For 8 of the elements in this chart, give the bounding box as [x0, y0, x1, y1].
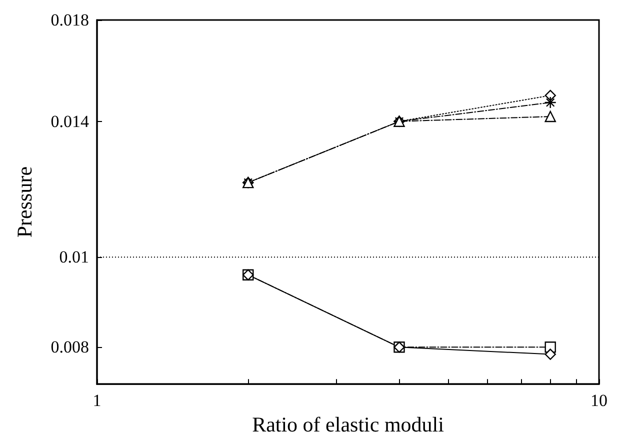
y-tick-label: 0.014: [50, 112, 90, 131]
y-tick-label: 0.018: [50, 10, 89, 30]
y-axis-title: Pressure: [12, 166, 36, 238]
y-tick-label: 0.01: [59, 248, 89, 267]
x-tick-label: 1: [92, 391, 102, 410]
y-tick-label: 0.008: [50, 338, 89, 357]
x-axis-title: Ratio of elastic moduli: [252, 412, 444, 436]
x-tick-label: 10: [590, 391, 608, 410]
